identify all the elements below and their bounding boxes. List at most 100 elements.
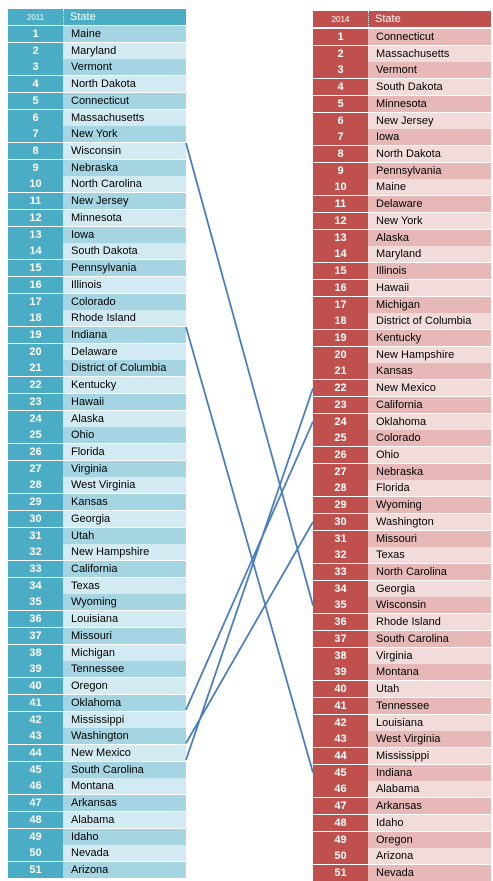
table-row: 14 Maryland — [313, 246, 491, 263]
state-cell: Massachusetts — [63, 109, 186, 126]
rank-cell: 17 — [8, 293, 63, 310]
state-cell: Oregon — [368, 831, 491, 848]
table-row: 4 North Dakota — [8, 76, 186, 93]
table-row: 42 Mississippi — [8, 711, 186, 728]
table-row: 2 Massachusetts — [313, 45, 491, 62]
rank-cell: 47 — [8, 795, 63, 812]
rank-cell: 9 — [8, 159, 63, 176]
table-row: 35 Wyoming — [8, 594, 186, 611]
state-cell: Maryland — [368, 246, 491, 263]
state-cell: South Dakota — [368, 79, 491, 96]
rank-cell: 29 — [8, 494, 63, 511]
state-cell: Louisiana — [368, 714, 491, 731]
rank-cell: 26 — [313, 447, 368, 463]
rank-cell: 12 — [313, 212, 368, 229]
rank-cell: 4 — [313, 79, 368, 96]
table-row: 22 New Mexico — [313, 380, 491, 397]
state-cell: Kansas — [63, 494, 186, 511]
state-cell: Pennsylvania — [63, 260, 186, 277]
rank-cell: 8 — [8, 143, 63, 160]
table-row: 48 Idaho — [313, 814, 491, 831]
state-cell: Maine — [63, 26, 186, 42]
table-row: 33 California — [8, 561, 186, 578]
state-cell: California — [368, 396, 491, 413]
state-cell: Rhode Island — [63, 310, 186, 327]
table-row: 38 Michigan — [8, 644, 186, 661]
table-2014-header-row: 2014 State — [313, 11, 491, 27]
table-row: 51 Arizona — [8, 862, 186, 878]
rank-cell: 16 — [8, 276, 63, 293]
table-row: 3 Vermont — [313, 62, 491, 79]
state-cell: Wyoming — [63, 594, 186, 611]
state-cell: Alaska — [63, 410, 186, 427]
state-cell: Minnesota — [63, 209, 186, 226]
state-cell: Missouri — [63, 627, 186, 644]
state-cell: Hawaii — [368, 279, 491, 296]
state-cell: Kentucky — [63, 377, 186, 394]
rank-cell: 3 — [313, 62, 368, 79]
table-row: 44 New Mexico — [8, 744, 186, 761]
table-row: 28 Florida — [313, 480, 491, 497]
table-row: 49 Oregon — [313, 831, 491, 848]
state-cell: Oklahoma — [368, 413, 491, 430]
state-cell: North Carolina — [368, 564, 491, 581]
state-cell: Missouri — [368, 530, 491, 547]
state-cell: Tennessee — [63, 661, 186, 678]
rank-cell: 23 — [8, 393, 63, 410]
table-row: 14 South Dakota — [8, 243, 186, 260]
rank-cell: 15 — [8, 260, 63, 277]
rank-cell: 4 — [8, 76, 63, 93]
state-cell: Ohio — [63, 427, 186, 444]
state-cell: Utah — [63, 527, 186, 544]
table-row: 11 Delaware — [313, 196, 491, 213]
rank-cell: 13 — [8, 226, 63, 243]
table-row: 45 South Carolina — [8, 761, 186, 778]
state-cell: Illinois — [63, 276, 186, 293]
state-cell: West Virginia — [63, 477, 186, 494]
rank-cell: 20 — [313, 346, 368, 363]
rank-cell: 41 — [313, 697, 368, 714]
state-cell: Washington — [63, 728, 186, 745]
table-row: 34 Georgia — [313, 580, 491, 597]
table-row: 19 Indiana — [8, 326, 186, 343]
rank-cell: 17 — [313, 296, 368, 313]
state-cell: Connecticut — [368, 29, 491, 45]
rank-cell: 13 — [313, 229, 368, 246]
rank-cell: 25 — [313, 430, 368, 447]
table-2014-year-header: 2014 — [313, 11, 368, 27]
table-row: 46 Montana — [8, 778, 186, 795]
rank-cell: 49 — [313, 831, 368, 848]
rank-cell: 30 — [313, 513, 368, 530]
table-row: 15 Illinois — [313, 263, 491, 280]
rank-cell: 14 — [8, 243, 63, 260]
state-cell: New Mexico — [63, 744, 186, 761]
rank-cell: 2 — [313, 45, 368, 62]
table-row: 47 Arkansas — [313, 798, 491, 815]
state-cell: Georgia — [63, 510, 186, 527]
state-cell: Texas — [368, 547, 491, 564]
state-cell: Florida — [368, 480, 491, 497]
table-row: 42 Louisiana — [313, 714, 491, 731]
table-row: 23 Hawaii — [8, 393, 186, 410]
table-row: 34 Texas — [8, 577, 186, 594]
state-cell: South Dakota — [63, 243, 186, 260]
table-row: 31 Missouri — [313, 530, 491, 547]
rank-cell: 46 — [313, 781, 368, 798]
rank-cell: 35 — [8, 594, 63, 611]
state-cell: Idaho — [368, 814, 491, 831]
rank-cell: 50 — [8, 845, 63, 862]
table-row: 13 Alaska — [313, 229, 491, 246]
table-row: 28 West Virginia — [8, 477, 186, 494]
table-row: 5 Connecticut — [8, 92, 186, 109]
table-row: 26 Florida — [8, 444, 186, 460]
rank-cell: 18 — [313, 313, 368, 330]
rank-cell: 24 — [8, 410, 63, 427]
table-row: 44 Mississippi — [313, 747, 491, 764]
state-cell: Montana — [368, 664, 491, 681]
state-cell: New Hampshire — [63, 544, 186, 561]
table-row: 20 New Hampshire — [313, 346, 491, 363]
rank-cell: 48 — [313, 814, 368, 831]
state-cell: North Carolina — [63, 176, 186, 193]
state-cell: North Dakota — [63, 76, 186, 93]
table-row: 49 Idaho — [8, 828, 186, 845]
